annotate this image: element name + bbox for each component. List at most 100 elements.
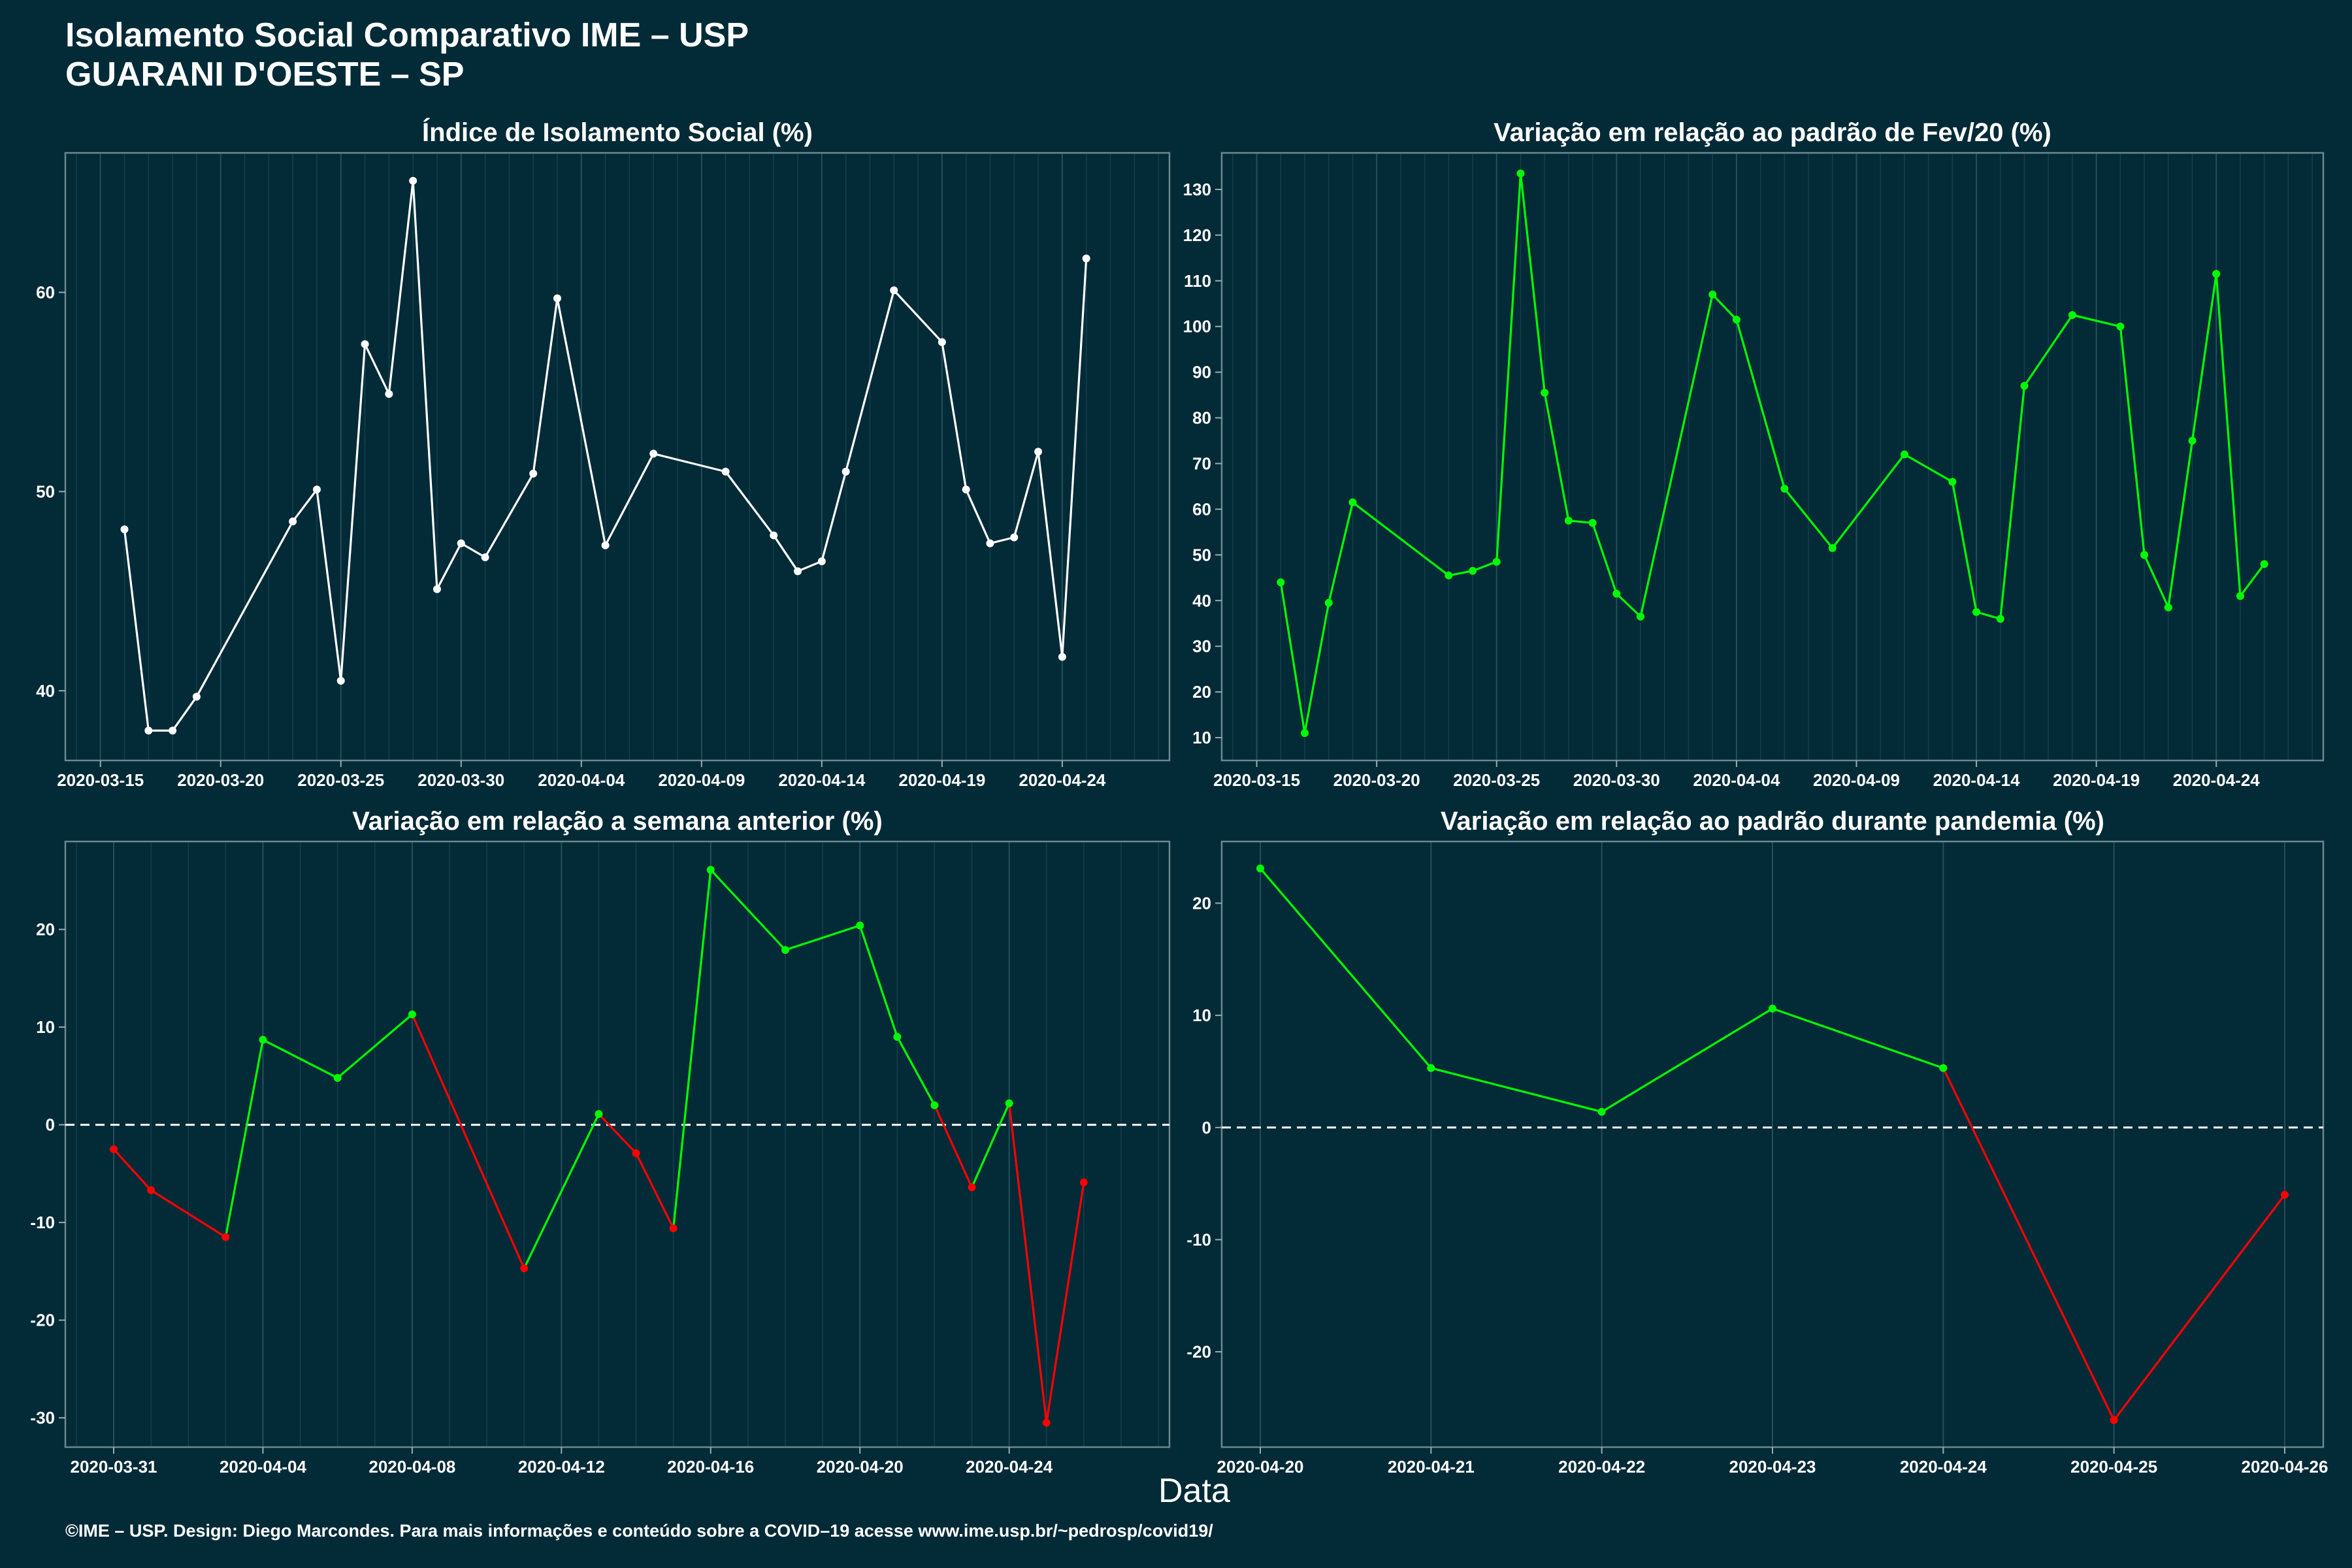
x-tick-label: 2020-04-25 bbox=[2070, 1457, 2157, 1477]
data-point bbox=[968, 1183, 976, 1192]
series-line-segment bbox=[316, 488, 342, 682]
series-line-segment bbox=[1303, 602, 1330, 734]
data-point bbox=[1348, 498, 1357, 506]
series-line-segment bbox=[523, 1113, 600, 1269]
data-point bbox=[2260, 560, 2268, 568]
y-tick-label: 70 bbox=[1192, 453, 1211, 473]
y-tick-label: 40 bbox=[1192, 591, 1211, 610]
x-tick-label: 2020-04-09 bbox=[658, 770, 745, 790]
series-line-segment bbox=[652, 452, 727, 473]
series-line-segment bbox=[150, 1189, 227, 1239]
y-tick-label: -20 bbox=[30, 1311, 55, 1330]
series-line-segment bbox=[1639, 293, 1714, 618]
data-point bbox=[457, 539, 465, 547]
series-line-segment bbox=[1903, 453, 1953, 483]
series-line-segment bbox=[725, 470, 775, 537]
y-tick-label: 50 bbox=[1192, 545, 1211, 564]
data-point bbox=[1256, 864, 1265, 873]
series-line-segment bbox=[1351, 501, 1450, 577]
data-point bbox=[721, 467, 730, 476]
series-line-segment bbox=[412, 180, 438, 591]
series-line-segment bbox=[1783, 487, 1834, 549]
data-point bbox=[1042, 1418, 1051, 1427]
data-point bbox=[408, 1010, 416, 1019]
series-line-segment bbox=[1008, 1102, 1048, 1424]
series-line-segment bbox=[1942, 1067, 2115, 1422]
series-line-segment bbox=[123, 528, 150, 732]
y-tick-label: -10 bbox=[30, 1213, 55, 1232]
data-point bbox=[1005, 1099, 1013, 1107]
series-line-segment bbox=[2191, 272, 2217, 442]
series-line-segment bbox=[965, 488, 992, 545]
x-tick-label: 2020-04-22 bbox=[1558, 1457, 1645, 1477]
data-point bbox=[2188, 436, 2197, 445]
panel-title: Índice de Isolamento Social (%) bbox=[422, 118, 813, 147]
x-tick-label: 2020-03-15 bbox=[1213, 770, 1300, 790]
y-tick-label: 20 bbox=[1192, 893, 1211, 913]
x-tick-label: 2020-03-20 bbox=[177, 770, 264, 790]
y-tick-label: 100 bbox=[1183, 317, 1211, 336]
series-line-segment bbox=[195, 520, 294, 698]
y-tick-label: 60 bbox=[1192, 499, 1211, 519]
x-tick-label: 2020-04-14 bbox=[778, 770, 866, 790]
x-tick-label: 2020-04-16 bbox=[667, 1457, 754, 1477]
x-tick-label: 2020-04-19 bbox=[2053, 770, 2140, 790]
series-line-segment bbox=[1975, 611, 2002, 620]
series-line-segment bbox=[1495, 172, 1522, 563]
x-tick-label: 2020-04-20 bbox=[817, 1457, 904, 1477]
data-point bbox=[1597, 1107, 1606, 1116]
y-tick-label: 110 bbox=[1184, 271, 1211, 291]
data-point bbox=[336, 677, 345, 685]
data-point bbox=[1082, 254, 1090, 263]
panel-title: Variação em relação ao padrão durante pa… bbox=[1441, 807, 2104, 836]
series-line-segment bbox=[112, 1148, 152, 1192]
data-point bbox=[1541, 389, 1549, 397]
data-point bbox=[433, 585, 441, 593]
y-tick-label: 40 bbox=[36, 681, 55, 700]
y-tick-label: 90 bbox=[1192, 363, 1211, 382]
data-point bbox=[856, 921, 864, 930]
data-point bbox=[1732, 316, 1740, 324]
data-point bbox=[2068, 311, 2076, 319]
y-tick-label: 10 bbox=[1192, 728, 1211, 747]
y-tick-label: 60 bbox=[36, 282, 55, 302]
data-point bbox=[930, 1101, 939, 1109]
data-point bbox=[1900, 450, 1908, 459]
data-point bbox=[529, 469, 538, 478]
data-point bbox=[520, 1264, 529, 1273]
x-tick-label: 2020-04-08 bbox=[368, 1457, 455, 1477]
series-line-segment bbox=[1999, 385, 2026, 620]
x-tick-label: 2020-04-04 bbox=[220, 1457, 307, 1477]
x-tick-label: 2020-04-09 bbox=[1813, 770, 1900, 790]
series-line-segment bbox=[1831, 453, 1906, 549]
series-line-segment bbox=[1259, 867, 1432, 1070]
data-point bbox=[632, 1149, 640, 1157]
series-line-segment bbox=[2143, 553, 2170, 609]
series-line-segment bbox=[634, 1152, 675, 1230]
x-tick-label: 2020-04-24 bbox=[966, 1457, 1053, 1477]
series-line-segment bbox=[845, 289, 895, 473]
data-point bbox=[1516, 169, 1525, 178]
x-tick-label: 2020-04-26 bbox=[2241, 1457, 2328, 1477]
series-line-segment bbox=[672, 868, 712, 1230]
series-line-segment bbox=[2239, 563, 2266, 597]
series-line-segment bbox=[1711, 293, 1738, 321]
x-tick-label: 2020-03-25 bbox=[1453, 770, 1540, 790]
x-tick-label: 2020-04-20 bbox=[1217, 1457, 1304, 1477]
data-point bbox=[1034, 448, 1043, 456]
x-tick-label: 2020-04-19 bbox=[898, 770, 985, 790]
chart-panel-2: Variação em relação ao padrão de Fev/20 … bbox=[1183, 118, 2325, 790]
data-point bbox=[1996, 615, 2004, 623]
data-point bbox=[841, 467, 850, 476]
series-line-segment bbox=[1471, 561, 1498, 572]
series-line-segment bbox=[2167, 439, 2194, 609]
x-tick-label: 2020-04-23 bbox=[1729, 1457, 1816, 1477]
data-point bbox=[1079, 1178, 1088, 1186]
x-tick-label: 2020-03-15 bbox=[57, 770, 144, 790]
series-line-segment bbox=[336, 1013, 414, 1079]
data-point bbox=[2236, 592, 2244, 600]
x-tick-label: 2020-03-30 bbox=[1573, 770, 1660, 790]
y-tick-label: 10 bbox=[36, 1017, 55, 1037]
series-line-segment bbox=[411, 1013, 525, 1269]
